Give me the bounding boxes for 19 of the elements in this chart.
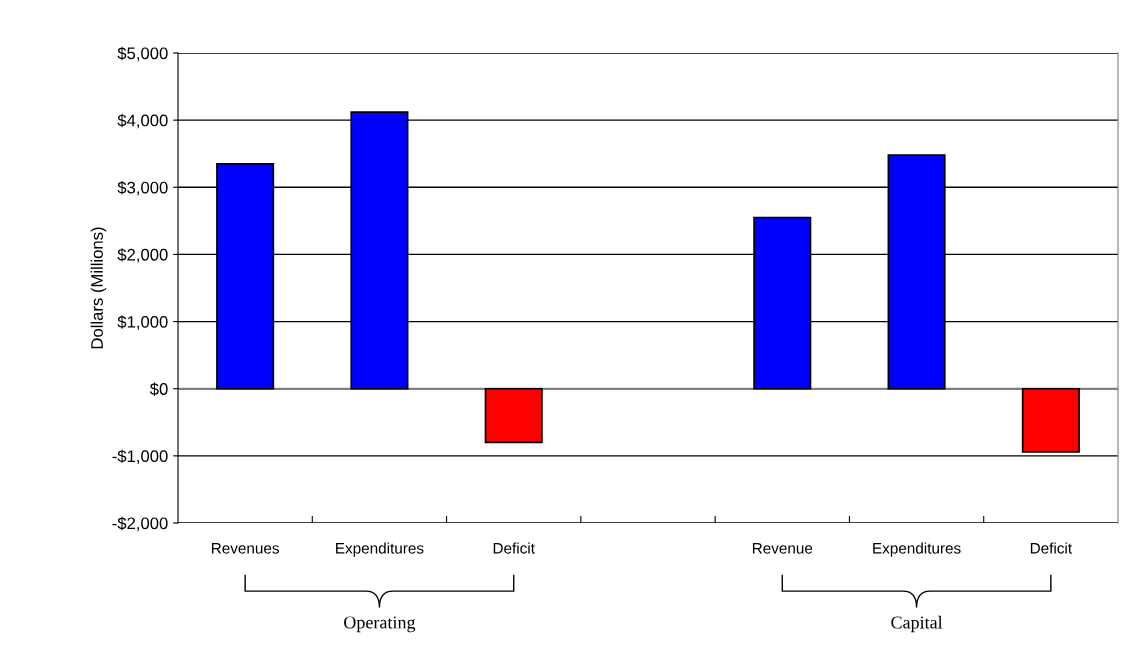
x-tick-label: Revenue xyxy=(752,543,813,554)
y-tick-label: $4,000 xyxy=(117,113,168,129)
bar xyxy=(1021,387,1080,453)
y-tick-label: $5,000 xyxy=(117,46,168,62)
x-tick-label: Deficit xyxy=(493,542,535,554)
y-tick-label: $2,000 xyxy=(117,248,168,263)
y-tick-label: $3,000 xyxy=(117,180,168,196)
x-tick-label: Revenues xyxy=(212,543,279,554)
bar xyxy=(484,387,543,444)
y-tick-label: $1,000 xyxy=(117,315,168,330)
y-tick-label: -$1,000 xyxy=(112,449,168,465)
x-tick-label: Expenditures xyxy=(873,542,961,557)
y-tick-label: -$2,000 xyxy=(112,516,168,532)
text: Operating xyxy=(344,616,416,633)
y-axis-title: Dollars (Millions) xyxy=(90,227,107,349)
text: Capital xyxy=(891,615,943,633)
y-tick-label: $0 xyxy=(149,382,168,396)
x-tick-label: Expenditures xyxy=(336,542,424,557)
x-tick-label: Deficit xyxy=(1030,542,1072,554)
